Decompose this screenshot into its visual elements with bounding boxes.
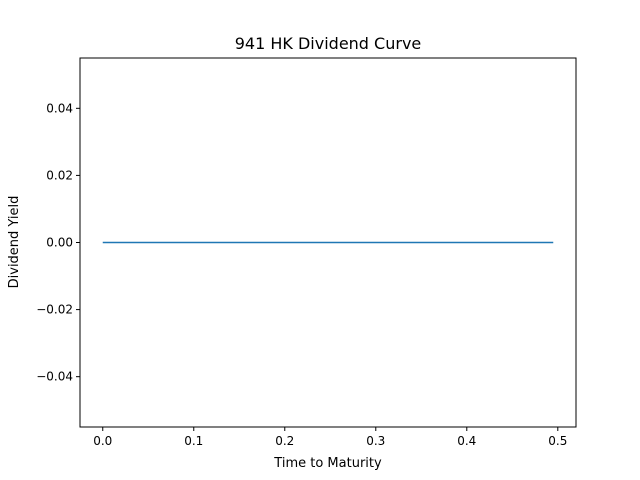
y-tick-label: −0.02 <box>36 303 73 317</box>
chart-title: 941 HK Dividend Curve <box>235 34 422 53</box>
y-tick-label: 0.00 <box>46 236 73 250</box>
y-tick-label: 0.04 <box>46 101 73 115</box>
x-tick-label: 0.0 <box>93 434 112 448</box>
y-axis-label: Dividend Yield <box>7 196 22 289</box>
y-tick-label: 0.02 <box>46 168 73 182</box>
x-tick-label: 0.1 <box>184 434 203 448</box>
x-tick-label: 0.5 <box>548 434 567 448</box>
x-axis-ticks: 0.0 0.1 0.2 0.3 0.4 0.5 <box>93 427 567 448</box>
x-tick-label: 0.3 <box>366 434 385 448</box>
x-axis-label: Time to Maturity <box>273 456 382 471</box>
x-tick-label: 0.4 <box>457 434 476 448</box>
y-tick-label: −0.04 <box>36 370 73 384</box>
y-axis-ticks: −0.04 −0.02 0.00 0.02 0.04 <box>36 101 80 384</box>
x-tick-label: 0.2 <box>275 434 294 448</box>
